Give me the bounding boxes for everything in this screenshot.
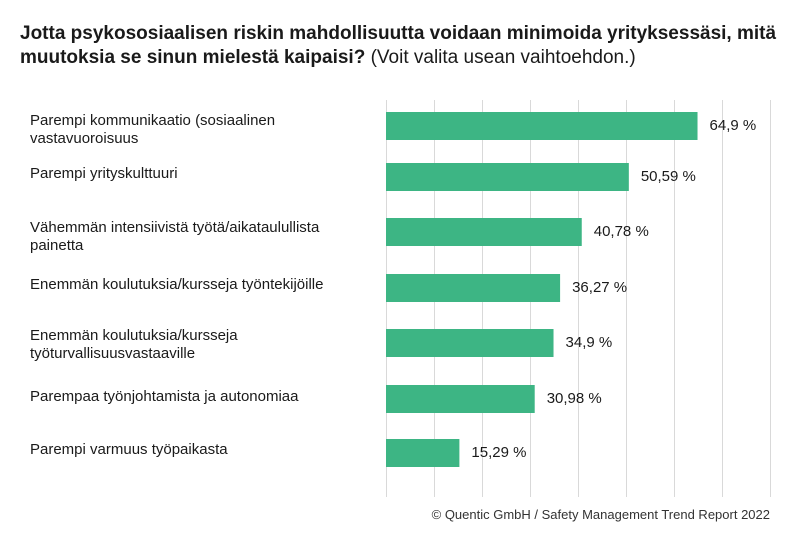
bar <box>386 112 698 140</box>
bar <box>386 218 582 246</box>
chart-title: Jotta psykososiaalisen riskin mahdollisu… <box>20 22 790 70</box>
category-label: Parempi kommunikaatio (sosiaalinen vasta… <box>30 112 276 147</box>
category-label: Enemmän koulutuksia/kursseja työturvalli… <box>30 327 238 362</box>
category-label: Vähemmän intensiivistä työtä/aikataulull… <box>30 219 320 254</box>
bar <box>386 329 554 357</box>
value-label: 50,59 % <box>640 168 696 185</box>
chart-note: (Voit valita usean vaihtoehdon.) <box>370 47 636 68</box>
value-label: 30,98 % <box>546 390 602 407</box>
bar <box>386 274 561 302</box>
value-label: 40,78 % <box>593 223 649 240</box>
category-label: Parempaa työnjohtamista ja autonomiaa <box>30 388 299 405</box>
bars <box>386 112 698 467</box>
category-label: Enemmän koulutuksia/kursseja työntekijöi… <box>30 276 324 293</box>
bar <box>386 439 460 467</box>
value-label: 34,9 % <box>565 334 613 351</box>
chart-question: Jotta psykososiaalisen riskin mahdollisu… <box>20 23 777 68</box>
bar <box>386 385 535 413</box>
value-label: 64,9 % <box>709 117 757 134</box>
bar <box>386 163 629 191</box>
value-label: 15,29 % <box>471 444 527 461</box>
value-label: 36,27 % <box>572 279 628 296</box>
copyright-footer: © Quentic GmbH / Safety Management Trend… <box>431 507 770 522</box>
category-label: Parempi varmuus työpaikasta <box>30 441 228 458</box>
category-label: Parempi yrityskulttuuri <box>30 165 178 182</box>
